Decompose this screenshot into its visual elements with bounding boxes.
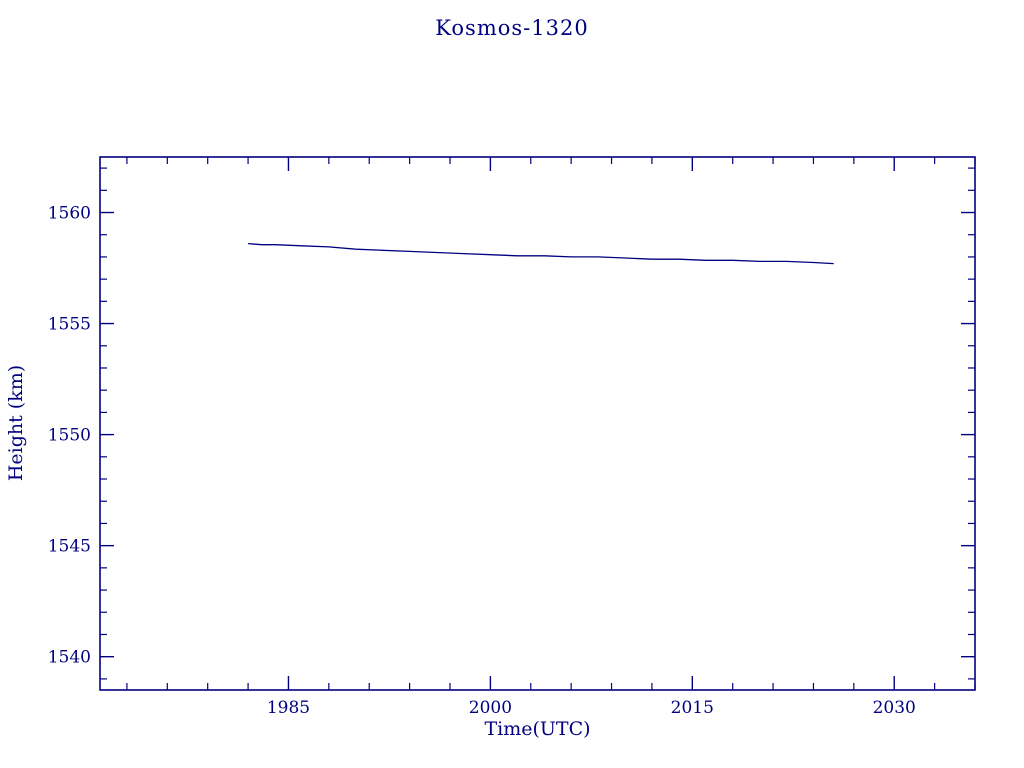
svg-text:2030: 2030 (873, 698, 916, 718)
svg-text:1985: 1985 (267, 698, 310, 718)
chart-title: Kosmos-1320 (435, 16, 589, 40)
svg-text:1560: 1560 (48, 204, 91, 224)
svg-text:1545: 1545 (48, 537, 91, 557)
svg-text:1540: 1540 (48, 648, 91, 668)
svg-text:2015: 2015 (671, 698, 714, 718)
svg-text:2000: 2000 (469, 698, 512, 718)
y-axis-label: Height (km) (5, 364, 27, 482)
svg-text:1555: 1555 (48, 315, 91, 335)
x-axis-label: Time(UTC) (484, 718, 591, 740)
svg-text:1550: 1550 (48, 426, 91, 446)
